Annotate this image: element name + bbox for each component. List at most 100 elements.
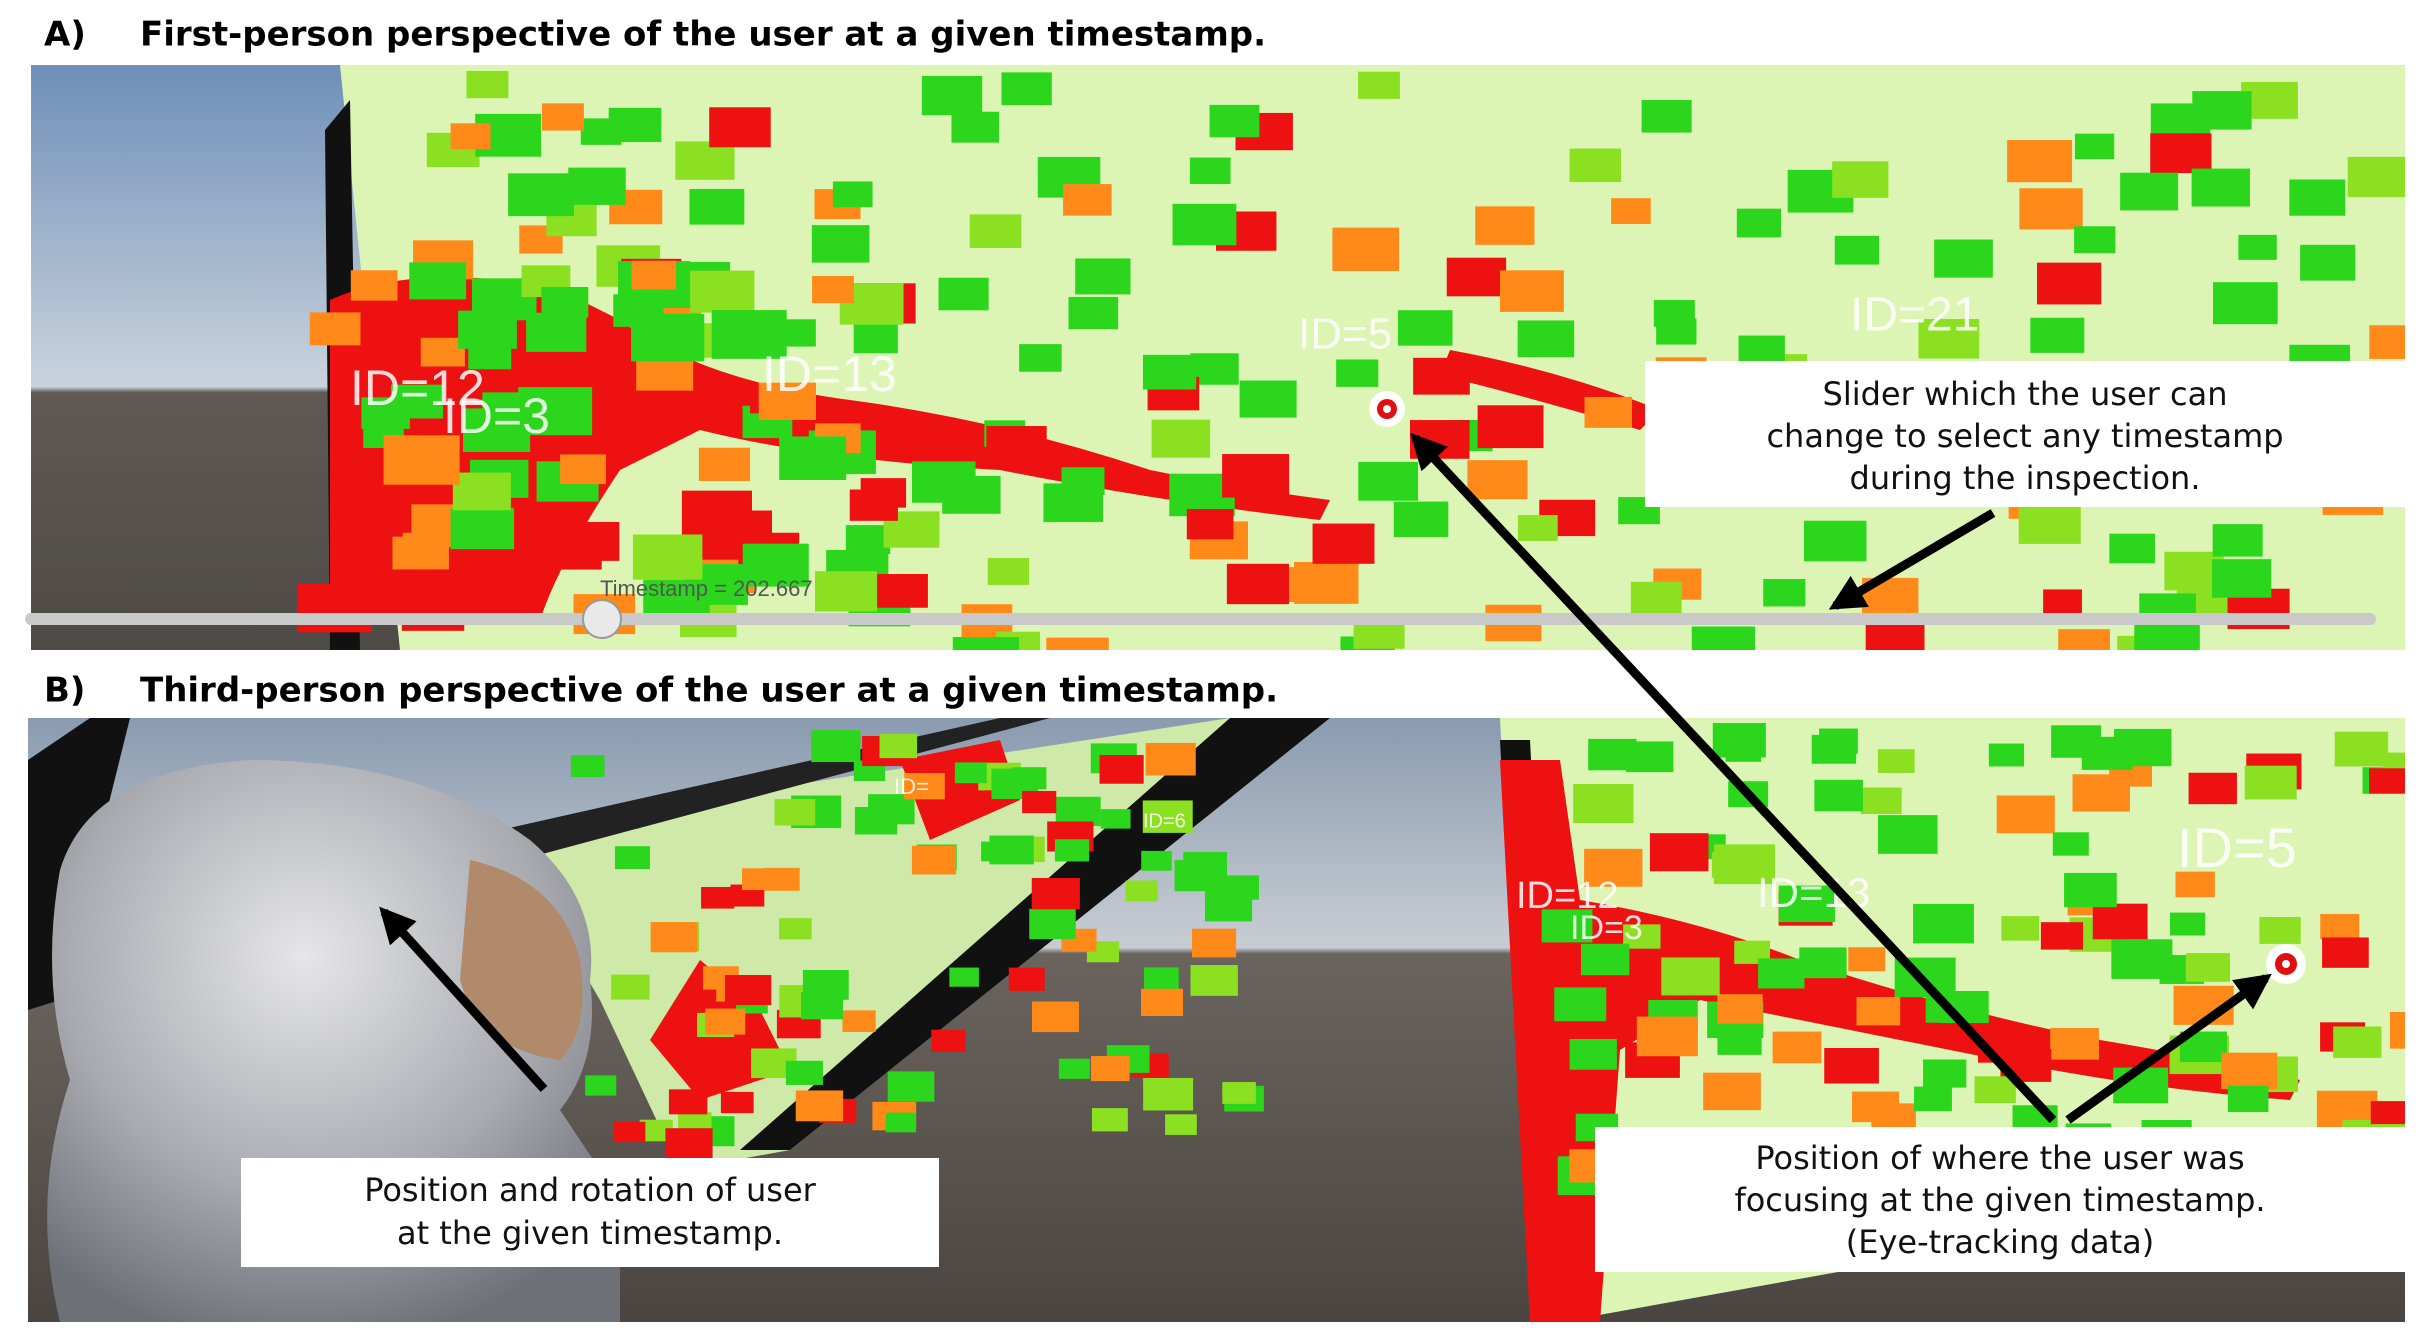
marker-square xyxy=(1222,454,1290,498)
marker-square xyxy=(1477,405,1544,449)
marker-square xyxy=(1763,579,1806,607)
marker-square xyxy=(1312,523,1375,564)
callout-text: change to select any timestamp xyxy=(1766,417,2283,455)
marker-square xyxy=(1055,796,1101,827)
marker-square xyxy=(1413,357,1470,395)
marker-square xyxy=(2074,133,2115,160)
marker-square xyxy=(1649,833,1709,872)
marker-square xyxy=(689,270,755,313)
callout-arrow xyxy=(379,906,548,1093)
marker-square xyxy=(544,532,602,570)
marker-square xyxy=(2188,772,2237,805)
marker-square xyxy=(1734,940,1771,964)
marker-square xyxy=(570,755,605,778)
marker-square xyxy=(2175,871,2215,898)
marker-square xyxy=(954,762,987,784)
marker-square xyxy=(1569,1038,1617,1070)
marker-square xyxy=(1032,1001,1079,1033)
marker-square xyxy=(779,918,812,940)
marker-square xyxy=(1239,380,1297,418)
marker-square xyxy=(639,1119,673,1142)
marker-square xyxy=(2389,1011,2405,1049)
marker-square xyxy=(1189,157,1231,184)
object-id-label: ID=3 xyxy=(1570,909,1643,947)
marker-square xyxy=(650,922,698,953)
marker-square xyxy=(1090,1056,1130,1082)
marker-square xyxy=(785,1060,823,1085)
marker-square xyxy=(526,312,587,352)
marker-square xyxy=(1145,742,1196,776)
marker-square xyxy=(1656,318,1697,345)
marker-square xyxy=(568,167,626,205)
marker-square xyxy=(1142,354,1197,390)
marker-square xyxy=(1630,581,1682,615)
marker-square xyxy=(1834,235,1880,265)
marker-square xyxy=(611,974,650,1000)
callout-text: Position of where the user was xyxy=(1755,1139,2244,1177)
marker-square xyxy=(2019,188,2083,230)
marker-square xyxy=(2221,1052,2278,1090)
marker-square xyxy=(392,532,449,570)
marker-square xyxy=(885,1112,916,1133)
marker-square xyxy=(911,845,956,875)
marker-square xyxy=(1584,396,1633,428)
marker-square xyxy=(614,846,651,870)
marker-square xyxy=(1877,815,1938,854)
marker-square xyxy=(1832,161,1889,198)
marker-square xyxy=(458,310,517,349)
callout-arrow xyxy=(1828,509,1996,610)
marker-square xyxy=(1183,851,1228,881)
object-id-label: ID= xyxy=(894,774,929,799)
object-id-label: ID=3 xyxy=(443,388,550,444)
marker-square xyxy=(1061,467,1105,496)
callout-text: Slider which the user can xyxy=(1823,375,2228,413)
marker-square xyxy=(795,1090,844,1122)
marker-square xyxy=(1588,738,1637,771)
marker-square xyxy=(1141,850,1172,871)
marker-square xyxy=(705,1008,746,1035)
marker-square xyxy=(742,543,809,587)
marker-square xyxy=(1358,71,1400,99)
marker-square xyxy=(986,425,1047,466)
marker-square xyxy=(466,70,509,99)
marker-square xyxy=(730,884,765,907)
marker-square xyxy=(2064,872,2117,908)
marker-square xyxy=(1001,72,1052,106)
marker-square xyxy=(2018,503,2081,544)
marker-square xyxy=(1554,987,1607,1022)
marker-square xyxy=(949,967,979,987)
marker-square xyxy=(2109,533,2155,564)
marker-square xyxy=(1336,359,1379,387)
marker-square xyxy=(1573,783,1634,824)
marker-square xyxy=(1008,967,1045,991)
marker-square xyxy=(2211,559,2272,598)
marker-square xyxy=(2092,903,2148,940)
marker-square xyxy=(1819,728,1858,754)
marker-square xyxy=(938,277,989,311)
marker-square xyxy=(452,472,511,511)
marker-square xyxy=(1824,1047,1879,1084)
marker-square xyxy=(849,489,898,521)
marker-square xyxy=(1914,1086,1952,1112)
marker-square xyxy=(779,436,847,480)
marker-square xyxy=(541,287,589,318)
marker-square xyxy=(2322,937,2369,968)
marker-square xyxy=(2227,1085,2269,1113)
marker-square xyxy=(931,1029,966,1053)
marker-square xyxy=(383,435,460,485)
marker-square xyxy=(969,214,1022,248)
slider-knob[interactable] xyxy=(582,599,622,639)
marker-square xyxy=(742,868,776,891)
gaze-target xyxy=(1383,405,1391,413)
marker-square xyxy=(2001,916,2040,941)
panel-title: Third-person perspective of the user at … xyxy=(140,671,1278,711)
marker-square xyxy=(2114,728,2172,767)
marker-square xyxy=(1569,148,1622,183)
marker-square xyxy=(1222,1082,1256,1104)
marker-square xyxy=(2040,922,2084,950)
marker-square xyxy=(1611,198,1651,224)
marker-square xyxy=(1046,637,1109,650)
callout-text: during the inspection. xyxy=(1850,459,2201,497)
